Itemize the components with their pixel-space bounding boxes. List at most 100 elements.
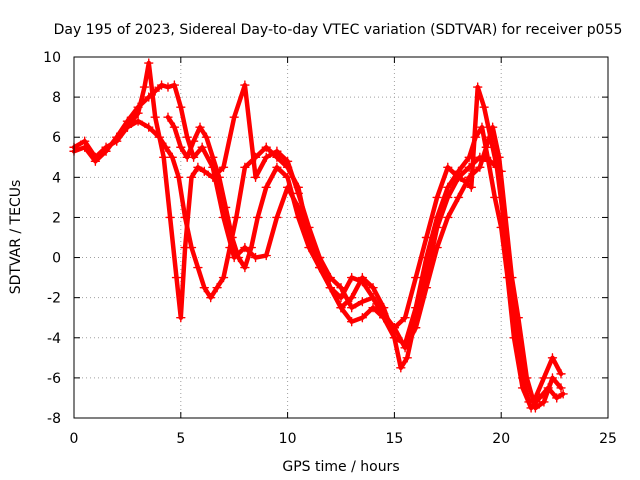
data-point bbox=[539, 397, 549, 407]
data-point bbox=[346, 292, 357, 303]
data-point bbox=[212, 282, 222, 293]
y-axis-ticks: -8 -6 -4 -2 0 2 4 6 8 10 bbox=[43, 50, 608, 427]
data-point bbox=[336, 302, 346, 313]
data-point bbox=[186, 242, 197, 253]
data-point bbox=[144, 92, 154, 102]
data-point bbox=[490, 192, 500, 203]
data-point bbox=[176, 102, 186, 112]
data-point bbox=[336, 292, 346, 303]
data-point bbox=[180, 212, 190, 223]
data-point bbox=[530, 403, 541, 413]
data-point bbox=[357, 313, 368, 323]
series-trail bbox=[165, 114, 504, 331]
data-point bbox=[325, 282, 336, 293]
data-point bbox=[261, 250, 271, 261]
y-tick-label: 10 bbox=[43, 50, 61, 66]
x-axis-ticks: 0 5 10 15 20 25 bbox=[70, 57, 617, 447]
data-point bbox=[171, 272, 182, 283]
data-point bbox=[165, 212, 175, 223]
data-point bbox=[144, 58, 154, 68]
data-point bbox=[402, 353, 412, 363]
data-point bbox=[357, 296, 368, 307]
data-point bbox=[552, 393, 562, 403]
data-point bbox=[534, 393, 545, 403]
data-point bbox=[199, 282, 209, 293]
data-point bbox=[139, 82, 150, 92]
data-point bbox=[163, 82, 173, 92]
data-point bbox=[250, 152, 261, 162]
data-point bbox=[79, 142, 90, 152]
y-tick-label: -6 bbox=[47, 371, 61, 387]
y-tick-label: -8 bbox=[47, 411, 61, 427]
data-point bbox=[443, 212, 453, 223]
y-tick-label: 2 bbox=[52, 210, 61, 226]
data-point bbox=[464, 162, 474, 173]
series-track-2 bbox=[69, 80, 568, 413]
data-point bbox=[261, 182, 271, 193]
x-tick-label: 25 bbox=[599, 431, 617, 447]
y-tick-label: 6 bbox=[52, 130, 61, 146]
data-point bbox=[432, 192, 442, 203]
data-point bbox=[500, 212, 511, 223]
data-point bbox=[159, 152, 169, 162]
series-track-3 bbox=[122, 116, 566, 413]
data-point bbox=[188, 136, 199, 146]
data-point bbox=[494, 152, 504, 162]
data-point bbox=[357, 276, 368, 287]
data-point bbox=[443, 182, 453, 193]
x-tick-label: 20 bbox=[492, 431, 510, 447]
data-point bbox=[496, 166, 506, 177]
data-point bbox=[432, 242, 442, 253]
data-point bbox=[475, 152, 485, 162]
y-axis-label: SDTVAR / TECUs bbox=[8, 180, 24, 295]
data-point bbox=[195, 122, 205, 132]
data-point bbox=[379, 309, 389, 319]
data-point bbox=[509, 333, 519, 343]
data-point bbox=[156, 80, 167, 90]
data-point bbox=[261, 142, 271, 152]
data-point bbox=[464, 172, 474, 183]
data-point bbox=[161, 142, 171, 152]
data-point bbox=[473, 82, 483, 92]
y-tick-label: -4 bbox=[47, 331, 61, 347]
data-point bbox=[240, 80, 250, 90]
data-point bbox=[314, 262, 325, 273]
data-point bbox=[144, 122, 154, 132]
x-tick-label: 5 bbox=[176, 431, 185, 447]
data-point bbox=[240, 162, 250, 173]
data-point bbox=[122, 122, 133, 132]
data-point bbox=[396, 363, 406, 373]
data-point bbox=[282, 172, 293, 183]
data-point bbox=[539, 373, 549, 383]
data-point bbox=[133, 116, 143, 126]
series-track-4 bbox=[163, 112, 506, 333]
data-point bbox=[240, 262, 250, 273]
data-point bbox=[479, 102, 489, 112]
data-point bbox=[272, 152, 282, 162]
data-point bbox=[432, 212, 442, 223]
data-point bbox=[346, 317, 357, 327]
data-point bbox=[346, 272, 357, 283]
data-point bbox=[220, 202, 231, 213]
data-point bbox=[411, 302, 421, 313]
x-tick-label: 0 bbox=[70, 431, 79, 447]
data-point bbox=[272, 162, 282, 173]
data-point bbox=[346, 302, 357, 313]
data-point bbox=[163, 112, 173, 122]
data-point bbox=[231, 212, 242, 223]
data-point bbox=[496, 222, 506, 233]
series-trail bbox=[71, 60, 564, 405]
data-point bbox=[250, 172, 261, 183]
data-point bbox=[389, 333, 400, 343]
data-point bbox=[133, 102, 143, 112]
data-point bbox=[272, 212, 282, 223]
data-point bbox=[169, 80, 180, 90]
data-point bbox=[513, 313, 523, 323]
data-point bbox=[193, 262, 203, 273]
data-point bbox=[547, 373, 558, 383]
data-point bbox=[368, 302, 378, 313]
data-point bbox=[389, 323, 400, 333]
data-point bbox=[485, 156, 496, 166]
y-tick-label: -2 bbox=[47, 291, 61, 307]
